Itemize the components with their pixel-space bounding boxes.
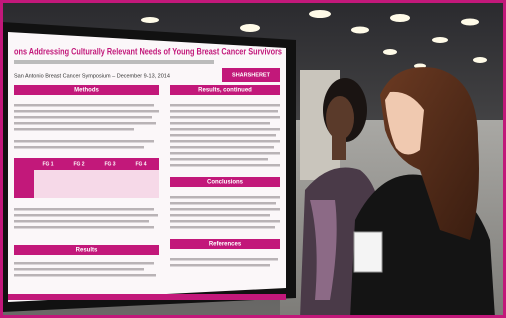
table-header-cell: FG 1 [42,161,53,167]
authors-line [14,60,214,64]
poster-title: ons Addressing Culturally Relevant Needs… [14,47,282,58]
section-heading: Conclusions [207,180,244,186]
name-badge [354,232,382,272]
table-header-cell: FG 4 [135,161,146,167]
section-heading: Results [76,248,98,254]
poster-subtitle: San Antonio Breast Cancer Symposium – De… [14,73,170,79]
photo: ons Addressing Culturally Relevant Needs… [0,0,506,318]
poster-footer [8,294,286,300]
table-header-cell: FG 3 [104,161,115,167]
section-heading: References [209,242,242,248]
logo: SHARSHERET [232,72,271,78]
page: {"poster": { "title": "ons Addressing Cu… [0,0,506,318]
section-heading: Results, continued [198,88,252,94]
table-row-header [14,158,34,198]
section-heading: Methods [74,88,99,94]
table-header-cell: FG 2 [73,161,84,167]
